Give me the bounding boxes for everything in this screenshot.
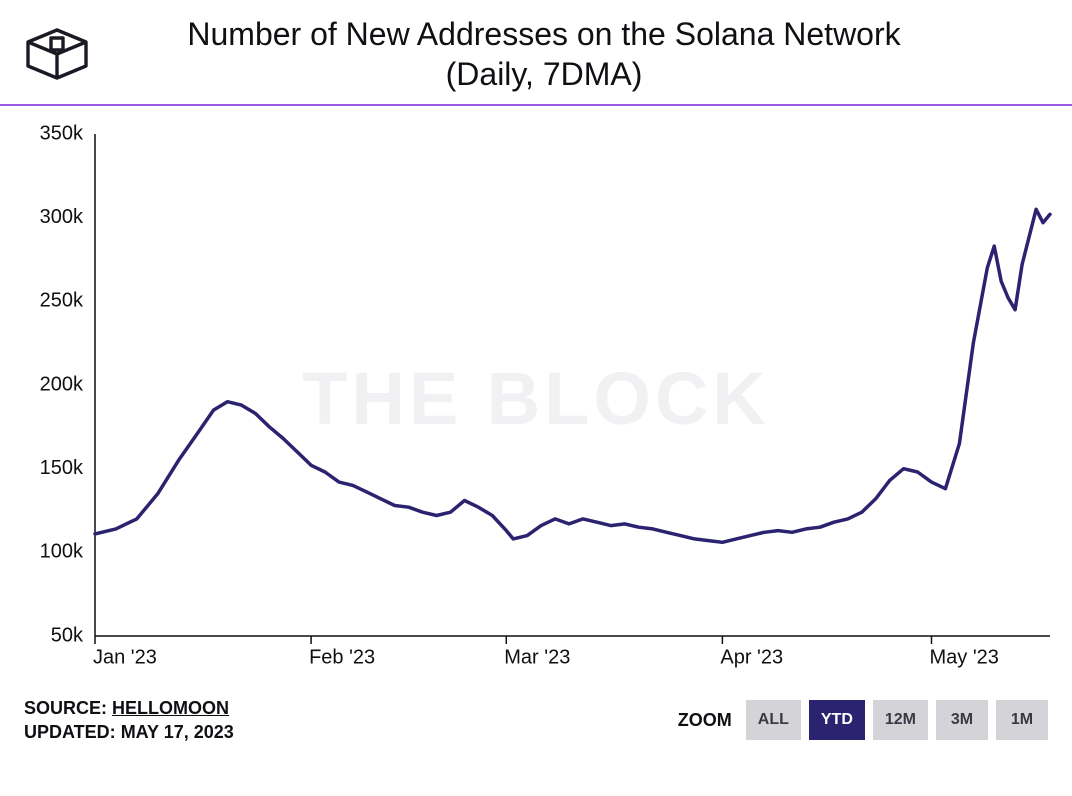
- zoom-label: ZOOM: [678, 710, 732, 731]
- updated-value: MAY 17, 2023: [121, 722, 234, 742]
- zoom-button-1m[interactable]: 1M: [996, 700, 1048, 740]
- zoom-button-ytd[interactable]: YTD: [809, 700, 865, 740]
- chart-meta: SOURCE: HELLOMOON UPDATED: MAY 17, 2023: [24, 696, 234, 745]
- source-link[interactable]: HELLOMOON: [112, 698, 229, 718]
- svg-text:May '23: May '23: [929, 647, 998, 669]
- source-label: SOURCE:: [24, 698, 107, 718]
- chart-header: Number of New Addresses on the Solana Ne…: [0, 0, 1072, 106]
- updated-label: UPDATED:: [24, 722, 116, 742]
- svg-text:150k: 150k: [40, 457, 84, 479]
- block-logo-icon: [24, 24, 90, 84]
- svg-text:Apr '23: Apr '23: [720, 647, 783, 669]
- chart-footer: SOURCE: HELLOMOON UPDATED: MAY 17, 2023 …: [0, 688, 1072, 763]
- svg-text:Feb '23: Feb '23: [309, 647, 375, 669]
- zoom-button-all[interactable]: ALL: [746, 700, 801, 740]
- zoom-button-3m[interactable]: 3M: [936, 700, 988, 740]
- title-line-2: (Daily, 7DMA): [446, 56, 643, 92]
- title-line-1: Number of New Addresses on the Solana Ne…: [187, 16, 900, 52]
- svg-text:100k: 100k: [40, 541, 84, 563]
- svg-text:50k: 50k: [51, 624, 84, 646]
- chart-title: Number of New Addresses on the Solana Ne…: [116, 14, 1052, 94]
- line-chart-svg: 50k 100k 150k 200k 250k 300k 350k Jan '23 Feb '2…: [0, 106, 1072, 688]
- svg-text:250k: 250k: [40, 290, 84, 312]
- chart-area: THE BLOCK 50k100k150k200k250k300k350kJan…: [0, 106, 1072, 688]
- zoom-controls: ZOOM ALLYTD12M3M1M: [678, 700, 1048, 740]
- svg-text:300k: 300k: [40, 206, 84, 228]
- zoom-button-12m[interactable]: 12M: [873, 700, 928, 740]
- svg-text:350k: 350k: [40, 122, 84, 144]
- svg-text:200k: 200k: [40, 373, 84, 395]
- svg-text:Mar '23: Mar '23: [504, 647, 570, 669]
- svg-text:Jan '23: Jan '23: [93, 647, 157, 669]
